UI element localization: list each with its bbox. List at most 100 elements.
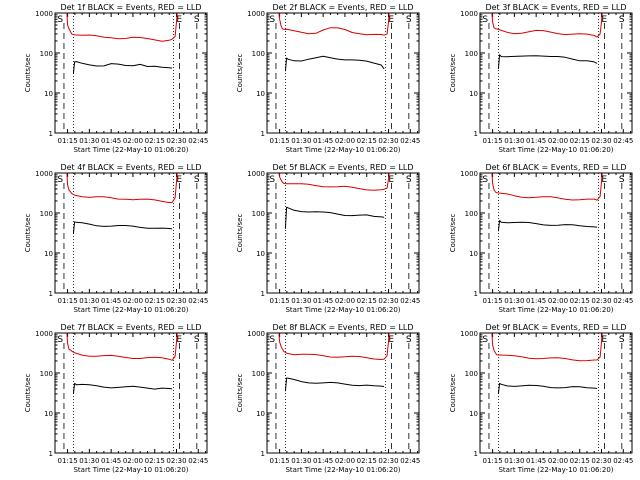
x-tick-label: 02:15	[145, 457, 165, 465]
x-tick-label: 02:30	[378, 137, 398, 145]
x-tick-label: 02:15	[570, 297, 590, 305]
x-tick-label: 01:15	[482, 137, 502, 145]
x-tick-label: 01:45	[526, 297, 546, 305]
x-tick-label: 01:30	[291, 297, 311, 305]
lld-series-line	[66, 332, 178, 361]
y-tick-label: 1000	[460, 170, 478, 178]
marker-label: S	[619, 15, 625, 25]
marker-label: S	[619, 335, 625, 345]
plot-frame	[479, 332, 633, 454]
events-series-line	[497, 54, 598, 69]
marker-label: S	[619, 175, 625, 185]
plot-frame	[479, 12, 633, 134]
y-tick-label: 100	[252, 50, 265, 58]
marker-label: E	[176, 335, 182, 345]
y-tick-label: 1	[474, 130, 478, 138]
panel-det-6: Det 6f BLACK = Events, RED = LLD 1 10 100 10…	[449, 163, 633, 314]
x-axis-label: Start Time (22-May-10 01:06:20)	[73, 466, 188, 474]
x-tick-label: 01:15	[57, 457, 77, 465]
x-axis-label: Start Time (22-May-10 01:06:20)	[73, 306, 188, 314]
x-tick-label: 01:30	[79, 457, 99, 465]
lld-series-line	[278, 332, 390, 360]
x-tick-label: 02:30	[591, 457, 611, 465]
plot-frame	[54, 332, 208, 454]
x-tick-label: 01:30	[79, 297, 99, 305]
y-axis-label: Counts/sec	[449, 54, 457, 93]
x-tick-label: 02:45	[400, 457, 420, 465]
x-tick-label: 02:45	[613, 137, 633, 145]
x-tick-label: 01:30	[504, 137, 524, 145]
marker-label: E	[176, 175, 182, 185]
y-tick-label: 1000	[35, 10, 53, 18]
x-tick-label: 02:00	[335, 297, 355, 305]
x-tick-label: 01:45	[101, 137, 121, 145]
x-tick-label: 02:30	[166, 137, 186, 145]
y-axis-label: Counts/sec	[24, 374, 32, 413]
y-tick-label: 1000	[35, 330, 53, 338]
y-axis-label: Counts/sec	[236, 54, 244, 93]
x-tick-label: 02:45	[400, 137, 420, 145]
y-tick-label: 1	[474, 450, 478, 458]
y-tick-label: 1000	[247, 10, 265, 18]
x-axis-label: Start Time (22-May-10 01:06:20)	[498, 146, 613, 154]
x-tick-label: 01:45	[526, 457, 546, 465]
y-tick-label: 10	[44, 250, 53, 258]
x-tick-label: 01:30	[504, 457, 524, 465]
y-tick-label: 100	[40, 210, 53, 218]
x-tick-label: 01:30	[79, 137, 99, 145]
y-tick-label: 100	[465, 50, 478, 58]
marker-label: E	[388, 335, 394, 345]
y-tick-label: 1	[261, 450, 265, 458]
panel-det-1: Det 1f BLACK = Events, RED = LLD 1 10 100 10…	[24, 3, 208, 154]
x-tick-label: 01:45	[101, 457, 121, 465]
lld-series-line	[278, 172, 390, 191]
y-tick-label: 1	[49, 290, 53, 298]
y-axis-label: Counts/sec	[236, 374, 244, 413]
panel-title: Det 4f BLACK = Events, RED = LLD	[60, 163, 201, 172]
marker-label: S	[406, 15, 412, 25]
x-tick-label: 01:30	[291, 457, 311, 465]
x-tick-label: 02:00	[123, 457, 143, 465]
lld-series-line	[66, 12, 178, 42]
panel-det-3: Det 3f BLACK = Events, RED = LLD 1 10 100 10…	[449, 3, 633, 154]
x-tick-label: 02:00	[335, 457, 355, 465]
events-series-line	[284, 206, 385, 229]
events-series-line	[497, 220, 598, 232]
x-tick-label: 02:15	[570, 137, 590, 145]
plot-frame	[54, 12, 208, 134]
y-tick-label: 10	[44, 90, 53, 98]
y-tick-label: 1	[49, 130, 53, 138]
x-tick-label: 01:15	[57, 137, 77, 145]
y-tick-label: 10	[469, 250, 478, 258]
marker-label: S	[482, 335, 488, 345]
x-tick-label: 02:30	[591, 297, 611, 305]
marker-label: E	[601, 175, 607, 185]
marker-label: S	[57, 15, 63, 25]
x-tick-label: 02:45	[613, 457, 633, 465]
y-tick-label: 100	[252, 210, 265, 218]
plot-frame	[266, 172, 420, 294]
x-axis-label: Start Time (22-May-10 01:06:20)	[498, 466, 613, 474]
lld-series-line	[66, 172, 178, 203]
marker-label: E	[601, 335, 607, 345]
x-tick-label: 02:45	[400, 297, 420, 305]
y-axis-label: Counts/sec	[449, 214, 457, 253]
events-series-line	[497, 382, 598, 394]
x-tick-label: 01:30	[504, 297, 524, 305]
marker-label: S	[269, 335, 275, 345]
panel-det-7: Det 7f BLACK = Events, RED = LLD 1 10 100 10…	[24, 323, 208, 474]
lld-series-line	[278, 12, 390, 36]
x-tick-label: 02:00	[123, 297, 143, 305]
panel-title: Det 3f BLACK = Events, RED = LLD	[485, 3, 626, 12]
panel-title: Det 2f BLACK = Events, RED = LLD	[272, 3, 413, 12]
events-series-line	[284, 55, 385, 72]
y-axis-label: Counts/sec	[24, 54, 32, 93]
x-tick-label: 01:45	[313, 297, 333, 305]
x-tick-label: 02:15	[570, 457, 590, 465]
y-tick-label: 1	[261, 130, 265, 138]
y-tick-label: 100	[40, 370, 53, 378]
panel-det-2: Det 2f BLACK = Events, RED = LLD 1 10 100 10…	[236, 3, 420, 154]
marker-label: S	[406, 335, 412, 345]
plot-frame	[54, 172, 208, 294]
